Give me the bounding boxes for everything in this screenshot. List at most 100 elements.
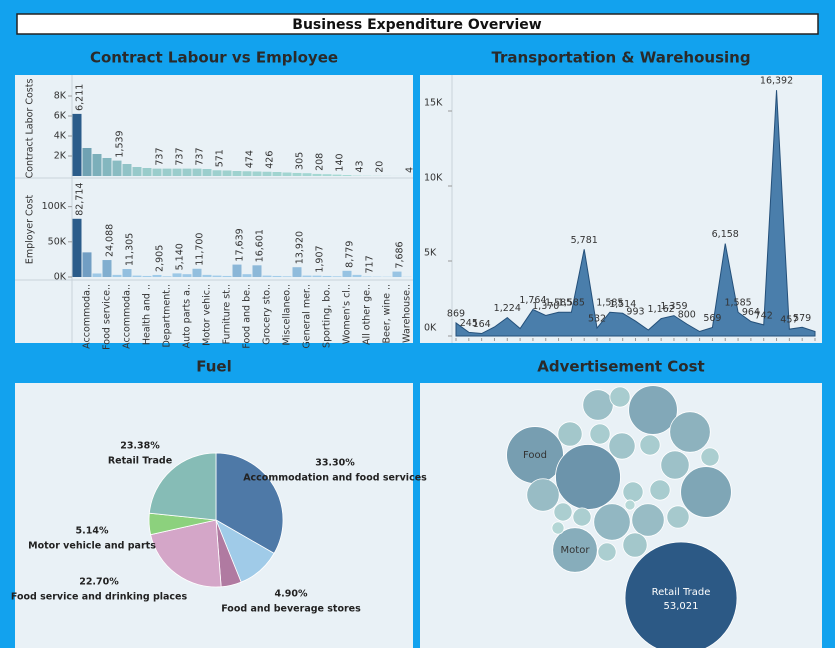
bar xyxy=(82,252,92,277)
bubble xyxy=(553,502,573,522)
bar xyxy=(342,175,352,176)
bar xyxy=(292,267,302,277)
bar xyxy=(132,275,142,277)
bar xyxy=(322,174,332,176)
bar xyxy=(222,170,232,176)
value-label: 22.70% xyxy=(79,577,119,588)
bar xyxy=(102,158,112,176)
value-label: 1,359 xyxy=(660,301,687,312)
y-tick-label: 50K xyxy=(48,236,67,247)
bar xyxy=(202,169,212,176)
y-axis-title: Employer Cost xyxy=(25,195,36,265)
x-tick-label: Grocery sto.. xyxy=(262,284,273,345)
value-label: 16,601 xyxy=(255,229,266,262)
value-label: 1,585 xyxy=(724,298,751,309)
bar xyxy=(212,275,222,277)
y-tick-label: 8K xyxy=(54,91,67,102)
value-label: 1,514 xyxy=(609,299,636,310)
y-tick-label: 10K xyxy=(424,173,443,184)
bar xyxy=(112,160,122,176)
bubble-label: Food xyxy=(523,450,547,461)
bar xyxy=(232,264,242,277)
value-label: 426 xyxy=(265,151,276,169)
bar xyxy=(392,271,402,277)
bar xyxy=(202,274,212,277)
x-tick-label: Department.. xyxy=(162,284,173,348)
bar xyxy=(272,275,282,277)
value-label: 571 xyxy=(215,149,226,167)
value-label: 993 xyxy=(626,307,644,318)
bar xyxy=(192,268,202,277)
panel-title: Contract Labour vs Employee xyxy=(90,49,338,67)
value-label: 800 xyxy=(678,310,696,321)
bar xyxy=(92,273,102,277)
value-label: 245 xyxy=(460,318,478,329)
bubble xyxy=(639,434,661,456)
bar xyxy=(152,168,162,176)
x-tick-label: Warehouse.. xyxy=(402,284,413,343)
x-tick-label: Food service.. xyxy=(102,284,113,350)
bubble xyxy=(622,481,644,503)
bubble xyxy=(649,479,671,501)
bar xyxy=(312,173,322,176)
x-tick-label: Women's cl.. xyxy=(342,284,353,344)
bar xyxy=(252,265,262,277)
x-tick-label: Beer, wine .. xyxy=(382,284,393,344)
bar xyxy=(122,164,132,176)
bar xyxy=(282,172,292,176)
bar xyxy=(242,171,252,176)
value-label: 20 xyxy=(375,161,386,173)
value-label: 7,686 xyxy=(395,241,406,268)
panel-title: Transportation & Warehousing xyxy=(491,49,750,67)
slice-label: Food service and drinking places xyxy=(11,592,188,603)
x-tick-label: Motor vehic.. xyxy=(202,284,213,346)
value-label: 11,305 xyxy=(125,233,136,266)
bar xyxy=(112,274,122,277)
bar xyxy=(262,275,272,277)
bubble xyxy=(624,499,636,511)
x-tick-label: Sporting, bo.. xyxy=(322,284,333,348)
value-label: 532 xyxy=(588,314,606,325)
bubble xyxy=(552,527,598,573)
value-label: 737 xyxy=(195,147,206,165)
bubble xyxy=(622,532,648,558)
bar xyxy=(262,171,272,176)
bar xyxy=(232,171,242,176)
x-tick-label: Food and be.. xyxy=(242,284,253,349)
x-tick-label: Accommoda.. xyxy=(122,284,133,349)
bar xyxy=(332,174,342,176)
y-tick-label: 15K xyxy=(424,98,443,109)
x-tick-label: Auto parts a.. xyxy=(182,284,193,348)
bubble xyxy=(557,421,583,447)
bubble xyxy=(526,478,560,512)
bar xyxy=(172,273,182,277)
bubble xyxy=(582,389,614,421)
bubble xyxy=(631,503,665,537)
bar xyxy=(172,168,182,176)
slice-label: Food and beverage stores xyxy=(221,604,361,615)
bar xyxy=(102,260,112,277)
bar xyxy=(302,275,312,277)
bar xyxy=(332,276,342,277)
value-label: 1,224 xyxy=(494,303,521,314)
x-tick-label: Furniture st.. xyxy=(222,284,233,344)
value-label: 5,781 xyxy=(571,235,598,246)
bar xyxy=(352,274,362,277)
bubble xyxy=(597,542,617,562)
value-label: 5,140 xyxy=(175,243,186,270)
value-label: 305 xyxy=(295,152,306,170)
bar xyxy=(162,276,172,277)
bar xyxy=(142,168,152,176)
bar xyxy=(192,168,202,176)
value-label: 13,920 xyxy=(295,231,306,264)
value-label: 1,585 xyxy=(545,298,572,309)
bar xyxy=(362,276,372,277)
x-tick-label: General mer.. xyxy=(302,284,313,349)
value-label: 717 xyxy=(365,255,376,273)
bar xyxy=(322,275,332,277)
value-label: 2,905 xyxy=(155,245,166,272)
value-label: 43 xyxy=(355,160,366,172)
bar xyxy=(182,274,192,277)
bubble xyxy=(551,521,565,535)
value-label: 16,392 xyxy=(760,76,793,87)
